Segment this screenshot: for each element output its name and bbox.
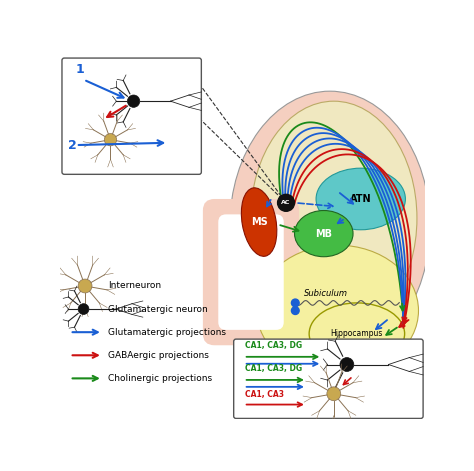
FancyBboxPatch shape — [234, 339, 423, 418]
Text: Interneuron: Interneuron — [108, 282, 161, 291]
Text: Hippocampus: Hippocampus — [331, 329, 383, 338]
FancyBboxPatch shape — [203, 199, 299, 345]
Text: GABAergic projections: GABAergic projections — [108, 351, 209, 360]
Text: MS: MS — [251, 217, 267, 227]
Text: ATN: ATN — [350, 194, 372, 204]
FancyBboxPatch shape — [219, 214, 284, 330]
Text: CA1, CA3, DG: CA1, CA3, DG — [245, 364, 302, 373]
Circle shape — [104, 133, 117, 146]
Text: Glutamatergic neuron: Glutamatergic neuron — [108, 305, 208, 314]
Circle shape — [340, 357, 354, 372]
FancyBboxPatch shape — [62, 58, 201, 174]
Ellipse shape — [257, 245, 419, 376]
Circle shape — [292, 307, 299, 315]
Ellipse shape — [251, 101, 417, 335]
Text: Subiculum: Subiculum — [304, 289, 348, 298]
Circle shape — [128, 95, 140, 107]
Circle shape — [327, 387, 341, 401]
Text: MB: MB — [315, 228, 332, 239]
Ellipse shape — [316, 168, 405, 230]
Text: CA1, CA3, DG: CA1, CA3, DG — [245, 341, 302, 349]
Text: Cholinergic projections: Cholinergic projections — [108, 374, 212, 383]
Ellipse shape — [230, 91, 430, 361]
Text: 1: 1 — [76, 64, 84, 76]
Text: AC: AC — [282, 200, 291, 205]
Ellipse shape — [309, 303, 405, 365]
Ellipse shape — [294, 211, 353, 257]
Circle shape — [292, 299, 299, 307]
Text: 2: 2 — [68, 139, 77, 152]
Circle shape — [78, 279, 92, 293]
Ellipse shape — [241, 188, 277, 256]
Circle shape — [278, 195, 294, 211]
Text: CA1, CA3: CA1, CA3 — [245, 390, 284, 399]
Text: Glutamatergic projections: Glutamatergic projections — [108, 328, 226, 337]
Circle shape — [78, 304, 89, 315]
